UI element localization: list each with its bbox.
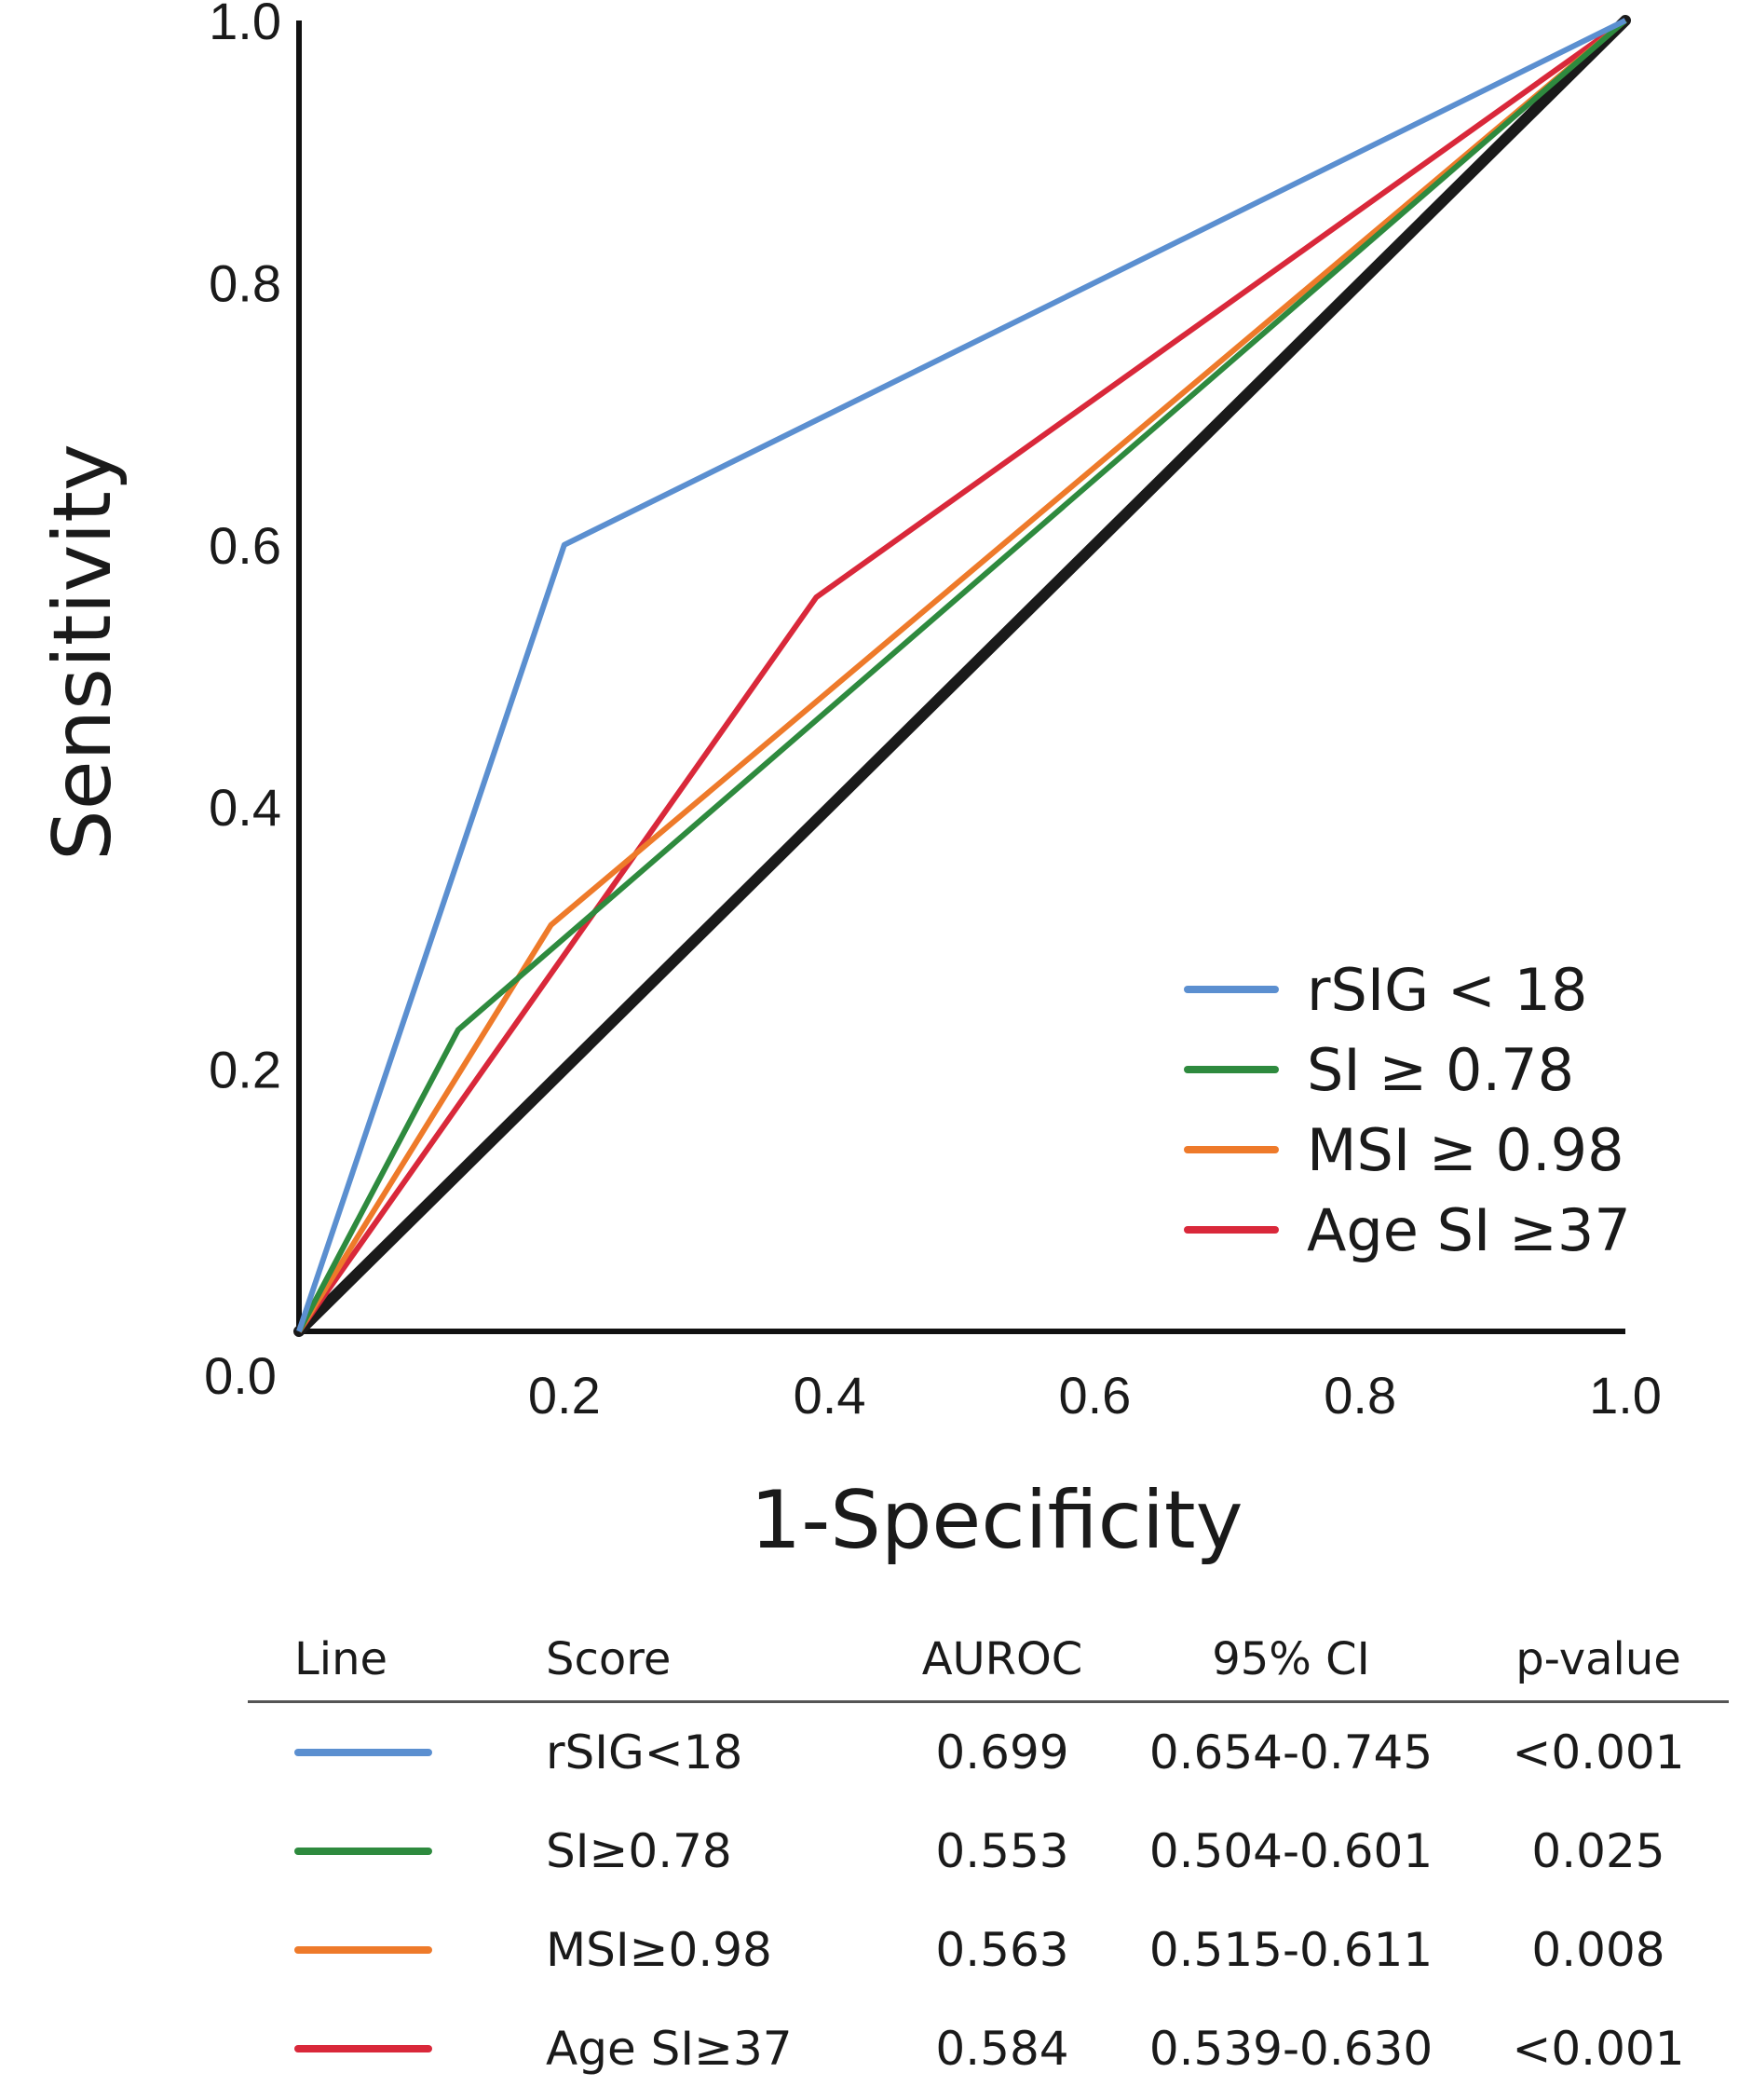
y-tick-label: 0.2 [209, 1041, 281, 1099]
row-p-value: <0.001 [1512, 1725, 1685, 1780]
line-swatch [294, 1749, 432, 1756]
row-score: rSIG<18 [546, 1725, 743, 1780]
row-auroc: 0.563 [935, 1923, 1069, 1977]
line-swatch [294, 2045, 432, 2052]
line-swatch [294, 1946, 432, 1954]
table-body: rSIG<18 0.699 0.654-0.745 <0.001 SI≥0.78 0.55… [248, 1703, 1729, 2098]
row-line-cell [248, 1999, 471, 2098]
row-score: MSI≥0.98 [546, 1923, 772, 1977]
y-tick-label: 1.0 [209, 0, 281, 50]
y-tick-label: 0.4 [209, 778, 281, 837]
row-p-value: 0.008 [1531, 1923, 1665, 1977]
row-p-value: <0.001 [1512, 2022, 1685, 2076]
row-line-cell [248, 1901, 471, 1999]
roc-chart: 0.2 0.4 0.6 0.8 1.0 0.2 0.4 0.6 0.8 1.0 0.0 1-Spe… [36, 0, 1662, 1567]
row-ci: 0.654-0.745 [1148, 1725, 1433, 1780]
roc-line-3 [296, 18, 1627, 1333]
tick-layer: 0.2 0.4 0.6 0.8 1.0 0.2 0.4 0.6 0.8 1.0 [209, 0, 1662, 1425]
header-auroc: AUROC [921, 1633, 1083, 1685]
legend-label: MSI ≥ 0.98 [1307, 1116, 1624, 1184]
x-tick-label: 0.2 [528, 1366, 601, 1425]
row-score: Age SI≥37 [546, 2022, 793, 2076]
reference-diagonal-line [293, 15, 1631, 1337]
table-row: SI≥0.78 0.553 0.504-0.601 0.025 [248, 1802, 1729, 1901]
roc-line-1 [296, 18, 1627, 1332]
row-ci: 0.515-0.611 [1148, 1923, 1433, 1977]
x-tick-label: 0.4 [794, 1366, 866, 1425]
header-score: Score [546, 1633, 672, 1685]
series-layer [296, 18, 1627, 1333]
roc-line-4 [296, 18, 1627, 1333]
row-auroc: 0.699 [935, 1725, 1069, 1780]
axes [296, 20, 1625, 1334]
header-ci: 95% CI [1212, 1633, 1370, 1685]
line-swatch [294, 1848, 432, 1855]
reference-layer [293, 15, 1631, 1337]
row-score: SI≥0.78 [546, 1824, 732, 1878]
table-row: Age SI≥37 0.584 0.539-0.630 <0.001 [248, 1999, 1729, 2098]
roc-line-2 [296, 18, 1627, 1333]
row-line-cell [248, 1802, 471, 1901]
row-ci: 0.539-0.630 [1148, 2022, 1433, 2076]
x-axis-title: 1-Specificity [751, 1474, 1243, 1567]
header-line: Line [294, 1633, 388, 1685]
y-axis-title: Sensitivity [36, 443, 129, 861]
row-p-value: 0.025 [1531, 1824, 1665, 1878]
x-tick-label: 0.8 [1324, 1366, 1396, 1425]
table-row: rSIG<18 0.699 0.654-0.745 <0.001 [248, 1703, 1729, 1802]
auroc-table: Line Score AUROC 95% CI p-value rSIG<18 0… [248, 1626, 1729, 2098]
x-tick-label: 0.6 [1058, 1366, 1131, 1425]
legend: rSIG < 18 SI ≥ 0.78 MSI ≥ 0.98 Age SI ≥37 [1184, 956, 1631, 1264]
row-line-cell [248, 1703, 471, 1802]
legend-label: Age SI ≥37 [1307, 1196, 1631, 1264]
legend-label: rSIG < 18 [1307, 956, 1587, 1024]
row-ci: 0.504-0.601 [1148, 1824, 1433, 1878]
header-p-value: p-value [1515, 1633, 1681, 1685]
x-tick-label: 1.0 [1589, 1366, 1662, 1425]
row-auroc: 0.553 [935, 1824, 1069, 1878]
row-auroc: 0.584 [935, 2022, 1069, 2076]
legend-label: SI ≥ 0.78 [1307, 1036, 1574, 1104]
y-tick-label: 0.8 [209, 253, 281, 312]
origin-label: 0.0 [204, 1346, 277, 1405]
table-header-row: Line Score AUROC 95% CI p-value [248, 1626, 1729, 1703]
y-tick-label: 0.6 [209, 516, 281, 575]
table-row: MSI≥0.98 0.563 0.515-0.611 0.008 [248, 1901, 1729, 1999]
